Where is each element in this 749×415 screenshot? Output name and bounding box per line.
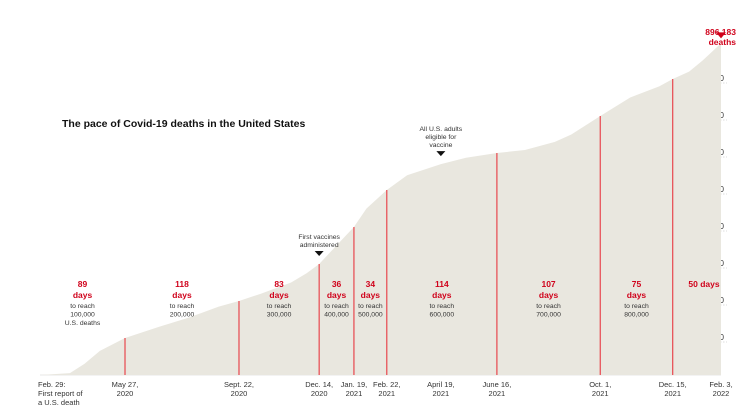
interval-detail: 400,000 <box>324 312 349 319</box>
interval-detail: to reach <box>324 303 349 310</box>
annotation-pointer <box>436 151 446 157</box>
date-label: Dec. 15, <box>659 380 687 389</box>
date-label: First report of <box>38 389 84 398</box>
interval-days: 114 <box>435 279 449 289</box>
annotation-label: eligible for <box>425 134 457 141</box>
interval-detail: 700,000 <box>536 312 561 319</box>
date-label: April 19, <box>427 380 455 389</box>
interval-unit: days <box>73 290 93 300</box>
interval-detail: 600,000 <box>430 312 455 319</box>
interval-unit: days <box>539 290 559 300</box>
date-label: Sept. 22, <box>224 380 254 389</box>
interval-days: 83 <box>274 279 284 289</box>
interval-detail: U.S. deaths <box>65 320 101 327</box>
interval-detail: 100,000 <box>70 312 95 319</box>
date-label: May 27, <box>112 380 139 389</box>
interval-detail: to reach <box>430 303 455 310</box>
interval-detail: 300,000 <box>267 312 292 319</box>
interval-detail: 800,000 <box>624 312 649 319</box>
annotation-label: vaccine <box>429 142 452 149</box>
date-label: 2021 <box>378 389 395 398</box>
interval-unit: days <box>269 290 289 300</box>
date-label: 2020 <box>231 389 248 398</box>
final-value-unit: deaths <box>709 37 737 47</box>
chart-title: The pace of Covid-19 deaths in the Unite… <box>62 118 305 130</box>
interval-days: 36 <box>332 279 342 289</box>
interval-unit: days <box>327 290 347 300</box>
date-label: Dec. 14, <box>305 380 333 389</box>
final-value-label: 896,183 <box>705 27 736 37</box>
interval-detail: 500,000 <box>358 312 383 319</box>
interval-days: 75 <box>632 279 642 289</box>
deaths-area <box>40 43 721 376</box>
annotation-pointer <box>314 251 324 256</box>
interval-unit: days <box>361 290 381 300</box>
final-pointer <box>716 32 726 39</box>
interval-detail: to reach <box>624 303 649 310</box>
interval-detail: to reach <box>358 303 383 310</box>
date-label: 2021 <box>592 389 609 398</box>
interval-days: 34 <box>366 279 376 289</box>
date-label: Jan. 19, <box>341 380 368 389</box>
date-label: Feb. 29: <box>38 380 66 389</box>
interval-days: 107 <box>541 279 555 289</box>
annotation-label: All U.S. adults <box>420 126 463 133</box>
date-label: 2020 <box>117 389 134 398</box>
date-label: 2021 <box>664 389 681 398</box>
interval-detail: to reach <box>267 303 292 310</box>
annotation-label: First vaccines <box>298 234 340 241</box>
date-label: 2021 <box>433 389 450 398</box>
date-label: Feb. 3, <box>709 380 732 389</box>
date-label: 2021 <box>346 389 363 398</box>
date-label: 2022 <box>713 389 730 398</box>
interval-days: 50 days <box>688 279 719 289</box>
interval-detail: to reach <box>536 303 561 310</box>
date-label: June 16, <box>483 380 512 389</box>
interval-days: 118 <box>175 279 189 289</box>
interval-detail: to reach <box>170 303 195 310</box>
interval-unit: days <box>627 290 647 300</box>
annotation-label: administered <box>300 242 339 249</box>
date-label: a U.S. death <box>38 398 80 407</box>
date-label: 2020 <box>311 389 328 398</box>
date-label: Feb. 22, <box>373 380 401 389</box>
interval-days: 89 <box>78 279 88 289</box>
interval-unit: days <box>172 290 192 300</box>
date-label: 2021 <box>489 389 506 398</box>
interval-unit: days <box>432 290 452 300</box>
interval-detail: 200,000 <box>170 312 195 319</box>
interval-detail: to reach <box>70 303 95 310</box>
date-label: Oct. 1, <box>589 380 611 389</box>
